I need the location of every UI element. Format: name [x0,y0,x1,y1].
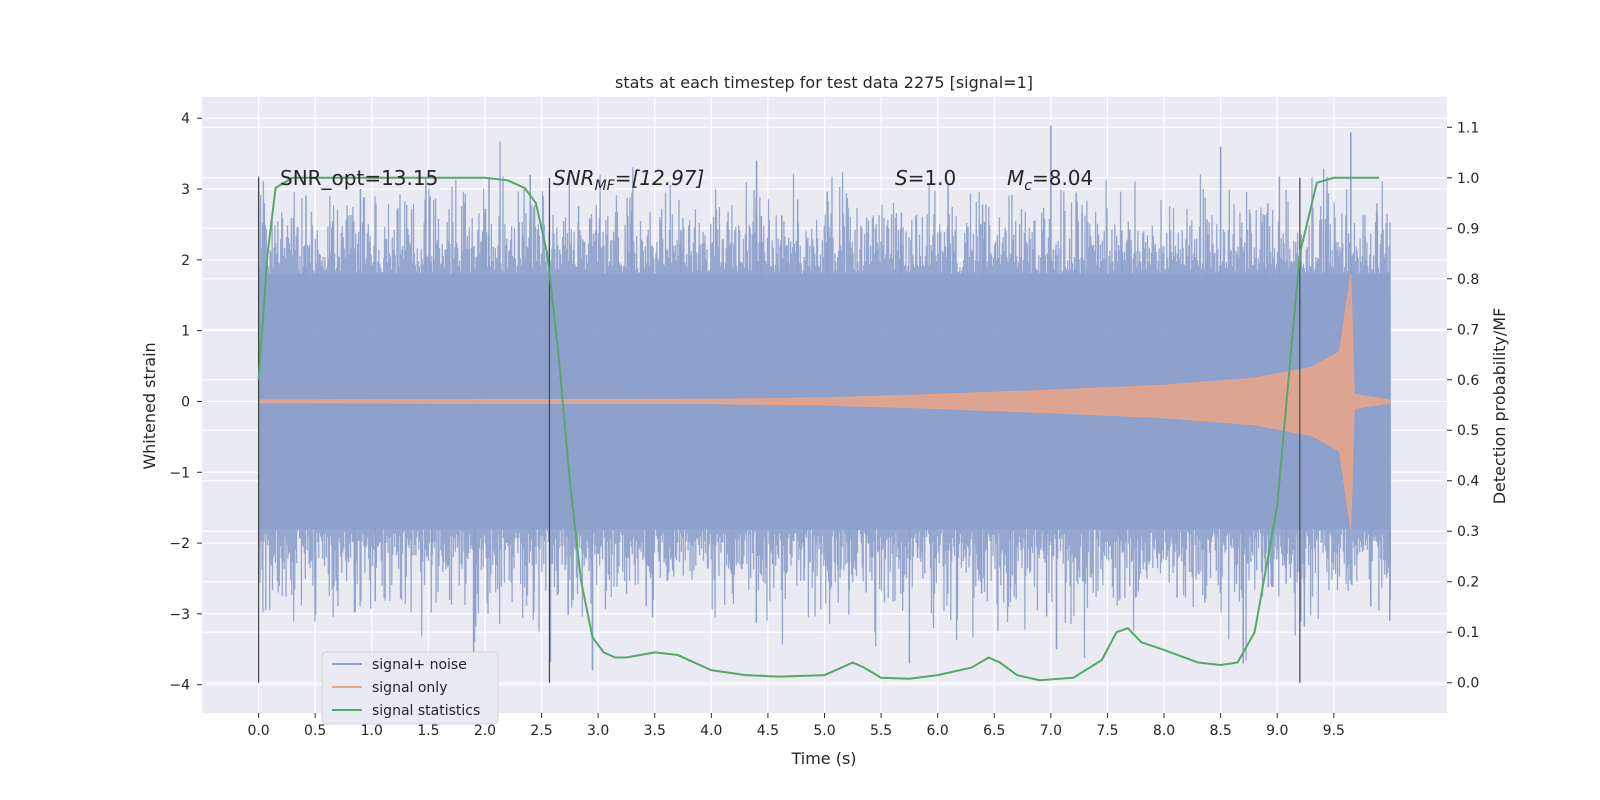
x-tick-label: 3.5 [644,723,666,739]
y-tick-label: 4 [181,111,190,127]
x-tick-labels: 0.0 0.5 1.0 1.5 2.0 2.5 3.0 3.5 4.0 4.5 5.0 5.5 6.0 6… [247,713,1345,739]
x-tick-label: 2.0 [474,723,496,739]
y-tick-label: 0 [181,394,190,410]
y-tick-label: 1 [181,324,190,340]
annotation-snr-mf-value: =[12.97] [615,166,705,190]
y2-tick-label: 0.2 [1457,575,1479,591]
y2-axis-label: Detection probability/MF [1490,308,1509,505]
x-tick-label: 4.0 [700,723,722,739]
x-tick-label: 7.5 [1096,723,1118,739]
y2-tick-label: 0.6 [1457,373,1479,389]
series-signal-only [258,273,1391,529]
legend-label-signal: signal only [372,680,447,696]
y-axis-label: Whitened strain [140,342,159,469]
chart-title: stats at each timestep for test data 227… [615,73,1033,92]
y-tick-label: −4 [169,678,190,694]
x-tick-label: 1.5 [417,723,439,739]
x-tick-label: 0.0 [247,723,269,739]
annotation-snr-mf: SNRMF=[12.97] [553,166,704,194]
y-tick-labels: −4 −3 −2 −1 0 1 2 3 4 [169,111,202,694]
legend: signal+ noise signal only signal statist… [321,651,499,725]
y2-tick-label: 0.7 [1457,322,1479,338]
x-tick-label: 0.5 [304,723,326,739]
x-tick-label: 6.5 [983,723,1005,739]
x-tick-label: 1.0 [361,723,383,739]
y2-tick-label: 0.3 [1457,524,1479,540]
annotation-snr-mf-sub: MF [595,178,616,194]
legend-box [321,651,499,725]
x-tick-label: 9.0 [1266,723,1288,739]
y2-tick-label: 0.0 [1457,676,1479,692]
annotation-snr-opt: SNR_opt=13.15 [280,166,438,190]
x-tick-label: 2.5 [530,723,552,739]
y-tick-label: 3 [181,182,190,198]
x-tick-label: 5.0 [813,723,835,739]
chirp-envelope [258,273,1391,529]
x-tick-label: 6.0 [927,723,949,739]
y2-tick-label: 1.1 [1457,120,1479,136]
x-tick-label: 9.5 [1323,723,1345,739]
annotation-s-label: S [895,166,908,190]
annotation-mc: Mc=8.04 [1007,166,1093,194]
annotation-s-value: =1.0 [908,166,957,190]
annotation-mc-sub: c [1024,178,1032,194]
y2-tick-labels: 0.0 0.1 0.2 0.3 0.4 0.5 0.6 0.7 0.8 0.9 1.0 1.1 [1447,120,1479,692]
series-signal-statistics [257,176,1380,682]
y2-tick-label: 0.4 [1457,474,1479,490]
x-tick-label: 8.0 [1153,723,1175,739]
y2-tick-label: 0.1 [1457,625,1479,641]
annotation-s: S=1.0 [895,166,956,190]
y2-tick-label: 0.9 [1457,221,1479,237]
x-tick-label: 4.5 [757,723,779,739]
y2-tick-label: 0.5 [1457,423,1479,439]
x-tick-label: 5.5 [870,723,892,739]
y-tick-label: −1 [169,465,190,481]
y2-tick-label: 0.8 [1457,272,1479,288]
y-tick-label: −3 [169,607,190,623]
annotation-mc-value: =8.04 [1032,166,1093,190]
legend-label-stats: signal statistics [372,703,480,719]
stats-line [257,176,1380,682]
x-axis-label: Time (s) [790,749,856,768]
y-tick-label: 2 [181,253,190,269]
y-tick-label: −2 [169,536,190,552]
legend-label-noise: signal+ noise [372,657,467,673]
y2-tick-label: 1.0 [1457,171,1479,187]
annotation-snr-mf-prefix: SNR [553,166,595,190]
x-tick-label: 7.0 [1040,723,1062,739]
annotation-mc-label: M [1007,166,1024,190]
x-tick-label: 3.0 [587,723,609,739]
x-tick-label: 8.5 [1210,723,1232,739]
